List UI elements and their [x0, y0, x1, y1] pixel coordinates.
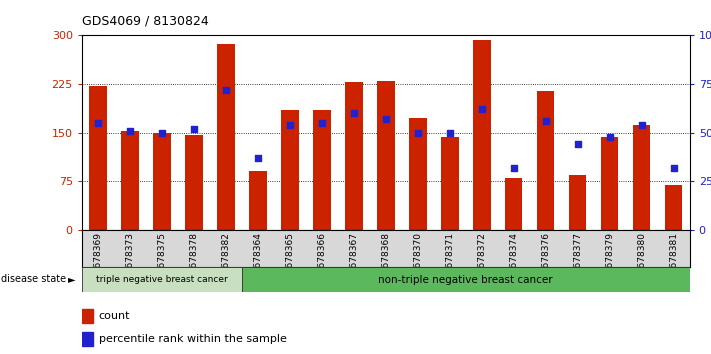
Bar	[313, 110, 331, 230]
Text: GSM678373: GSM678373	[125, 232, 134, 287]
Text: GSM678375: GSM678375	[157, 232, 166, 287]
Bar	[82, 309, 92, 323]
Text: GSM678380: GSM678380	[637, 232, 646, 287]
Point	[604, 134, 616, 139]
Text: GSM678368: GSM678368	[381, 232, 390, 287]
Text: GSM678381: GSM678381	[669, 232, 678, 287]
Text: percentile rank within the sample: percentile rank within the sample	[99, 334, 287, 344]
Point	[252, 155, 264, 161]
Point	[92, 120, 104, 126]
Bar	[505, 178, 523, 230]
Text: ►: ►	[68, 274, 76, 284]
Point	[476, 107, 487, 112]
Point	[188, 126, 199, 132]
Point	[540, 118, 552, 124]
Point	[156, 130, 168, 136]
Text: disease state: disease state	[1, 274, 66, 284]
Bar	[249, 171, 267, 230]
Point	[636, 122, 648, 128]
Bar	[377, 81, 395, 230]
Bar	[185, 135, 203, 230]
Bar	[345, 82, 363, 230]
Point	[348, 110, 359, 116]
Point	[572, 142, 583, 147]
Bar	[473, 40, 491, 230]
Text: GSM678376: GSM678376	[541, 232, 550, 287]
Text: GSM678365: GSM678365	[285, 232, 294, 287]
Text: GSM678377: GSM678377	[573, 232, 582, 287]
Bar	[217, 44, 235, 230]
Bar	[409, 119, 427, 230]
Bar	[121, 131, 139, 230]
Bar	[82, 332, 92, 346]
Point	[380, 116, 391, 122]
Bar	[665, 185, 683, 230]
Point	[444, 130, 455, 136]
Bar	[537, 91, 555, 230]
Text: GSM678378: GSM678378	[189, 232, 198, 287]
Text: GSM678371: GSM678371	[445, 232, 454, 287]
Bar	[569, 175, 587, 230]
Bar	[153, 133, 171, 230]
Text: GSM678374: GSM678374	[509, 232, 518, 287]
Bar	[441, 137, 459, 230]
Text: GSM678370: GSM678370	[413, 232, 422, 287]
Point	[316, 120, 327, 126]
Text: GSM678364: GSM678364	[253, 232, 262, 287]
Point	[668, 165, 680, 171]
Point	[220, 87, 232, 93]
Point	[284, 122, 296, 128]
Text: GSM678382: GSM678382	[221, 232, 230, 287]
Bar	[82, 267, 242, 292]
Text: count: count	[99, 311, 130, 321]
Text: GSM678379: GSM678379	[605, 232, 614, 287]
Bar	[281, 110, 299, 230]
Bar	[633, 125, 651, 230]
Text: non-triple negative breast cancer: non-triple negative breast cancer	[378, 275, 553, 285]
Text: GSM678366: GSM678366	[317, 232, 326, 287]
Bar	[601, 137, 619, 230]
Point	[124, 128, 135, 133]
Bar	[242, 267, 690, 292]
Bar	[89, 86, 107, 230]
Text: GDS4069 / 8130824: GDS4069 / 8130824	[82, 14, 208, 27]
Point	[412, 130, 424, 136]
Text: GSM678367: GSM678367	[349, 232, 358, 287]
Text: triple negative breast cancer: triple negative breast cancer	[96, 275, 228, 284]
Text: GSM678372: GSM678372	[477, 232, 486, 287]
Text: GSM678369: GSM678369	[93, 232, 102, 287]
Point	[508, 165, 519, 171]
